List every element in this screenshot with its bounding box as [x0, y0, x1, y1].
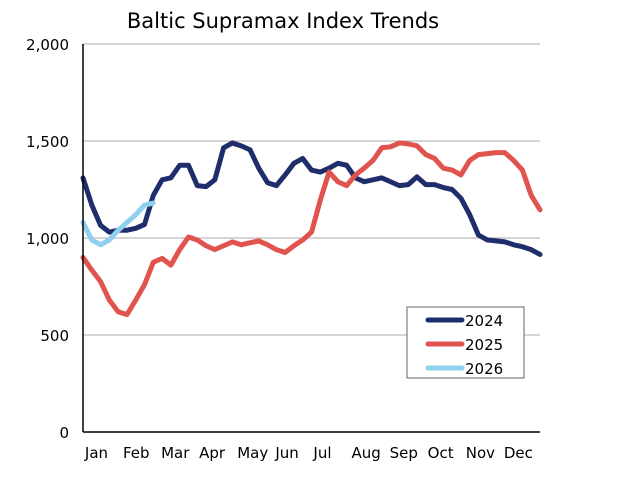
legend: 2024 2025 2026 [406, 306, 525, 379]
series-line-2026 [80, 200, 156, 248]
y-tick-label: 500 [40, 327, 69, 345]
y-tick-label: 1,500 [26, 133, 69, 151]
x-tick-label: Nov [466, 444, 495, 462]
series-line-2025 [80, 140, 543, 318]
x-tick-label: Apr [199, 444, 226, 462]
y-tick-label: 1,000 [26, 230, 69, 248]
x-tick-label: Dec [504, 444, 533, 462]
x-tick-label: Jan [84, 444, 108, 462]
x-tick-label: Oct [428, 444, 454, 462]
series-line-2024 [80, 140, 543, 257]
x-tick-label: Sep [390, 444, 418, 462]
chart-title: Baltic Supramax Index Trends [127, 9, 439, 33]
legend-label: 2026 [465, 360, 503, 378]
x-tick-label: Aug [351, 444, 380, 462]
y-tick-label: 0 [59, 424, 69, 442]
legend-label: 2024 [465, 312, 503, 330]
x-tick-label: Jun [274, 444, 298, 462]
x-tick-label: Jul [312, 444, 331, 462]
x-tick-label: Feb [123, 444, 150, 462]
legend-label: 2025 [465, 336, 503, 354]
x-tick-label: Mar [161, 444, 190, 462]
y-tick-label: 2,000 [26, 36, 69, 54]
x-tick-label: May [237, 444, 268, 462]
